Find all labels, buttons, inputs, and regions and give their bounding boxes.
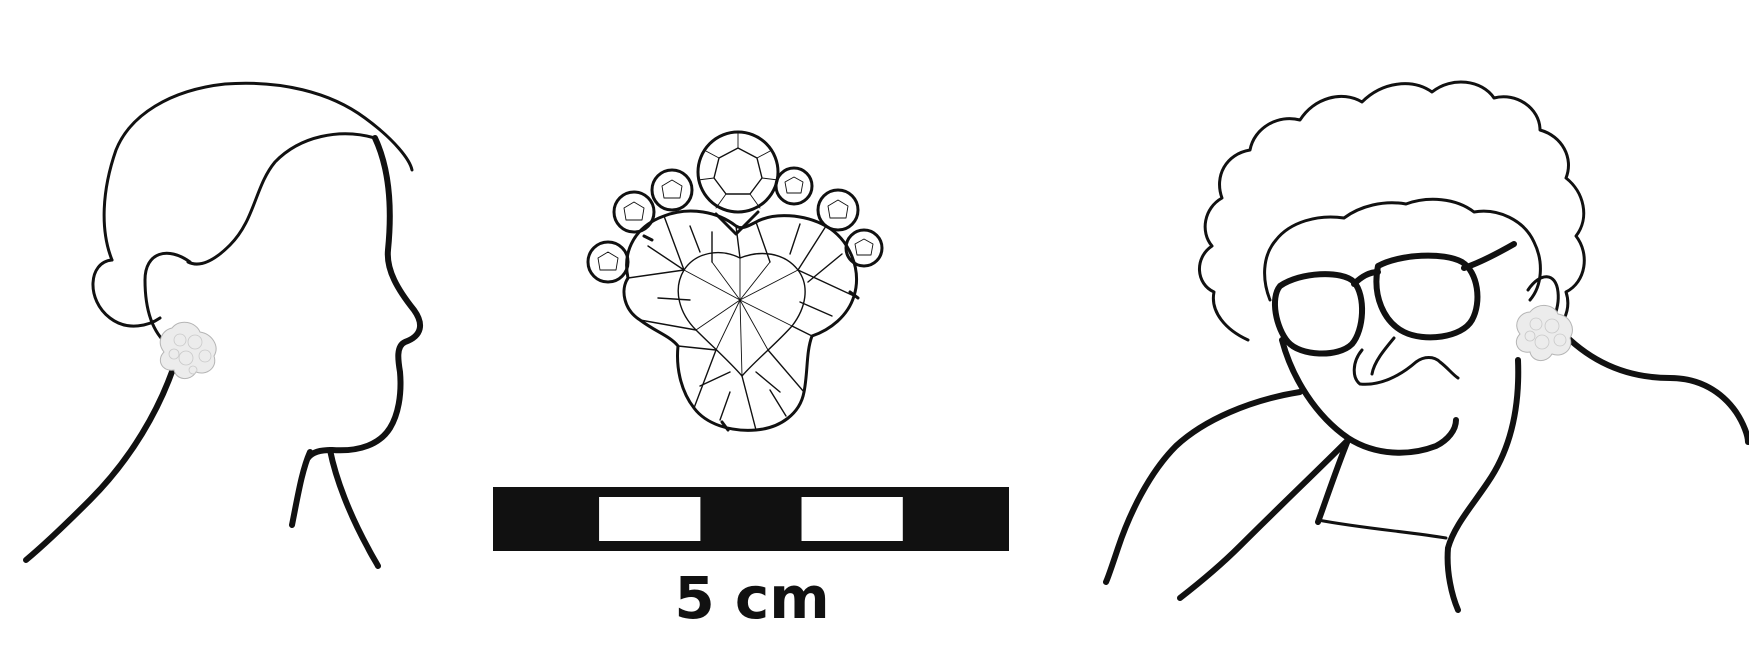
front-hair-inner [1263, 197, 1542, 302]
front-glasses-left-lens [1271, 271, 1366, 357]
profile-hair-inner [186, 132, 377, 266]
earring-small-gems [586, 166, 884, 284]
scale-bar-label: 5 cm [674, 564, 829, 632]
earring-top-notch [714, 210, 760, 236]
profile-portrait-icon [23, 81, 424, 569]
profile-hair-outline [102, 81, 414, 262]
profile-earring [159, 321, 217, 379]
front-shoulder-left [1103, 389, 1303, 585]
scale-bar [493, 487, 1009, 551]
profile-inner-neck [289, 449, 313, 528]
scale-bar-segment [902, 492, 1004, 546]
front-earring [1515, 305, 1573, 361]
front-glasses [1271, 241, 1517, 357]
front-glasses-bridge [1351, 269, 1381, 287]
profile-front-neck [327, 447, 381, 569]
front-portrait-icon [1103, 80, 1749, 613]
front-hair-outer [1198, 80, 1586, 342]
scale-bar-segment [498, 492, 600, 546]
scale-bar-segment [700, 492, 802, 546]
profile-face-line [305, 135, 424, 461]
front-glasses-temple [1461, 241, 1517, 271]
earring-inner-facets [683, 257, 799, 377]
earring-outer-facets [627, 215, 855, 431]
front-nose [1370, 336, 1396, 376]
front-neck-left [1315, 437, 1351, 525]
front-collar [1316, 518, 1448, 540]
earring-top-gem [696, 130, 780, 214]
earring-clasp-marks [642, 234, 860, 432]
profile-hair-bun [91, 258, 162, 328]
front-shoulder-left-inner [1177, 437, 1351, 601]
scale-bar-frame [493, 487, 1009, 551]
gem-cluster-earring-icon [586, 130, 884, 432]
front-neck-right [1444, 357, 1522, 613]
front-shoulder-right [1557, 327, 1749, 445]
front-mouth [1352, 348, 1460, 386]
front-jaw [1279, 337, 1459, 456]
front-glasses-right-lens [1373, 252, 1481, 341]
scale-bar-segment [599, 492, 701, 546]
profile-back-neck [23, 357, 179, 563]
scale-bar-segment [801, 492, 903, 546]
